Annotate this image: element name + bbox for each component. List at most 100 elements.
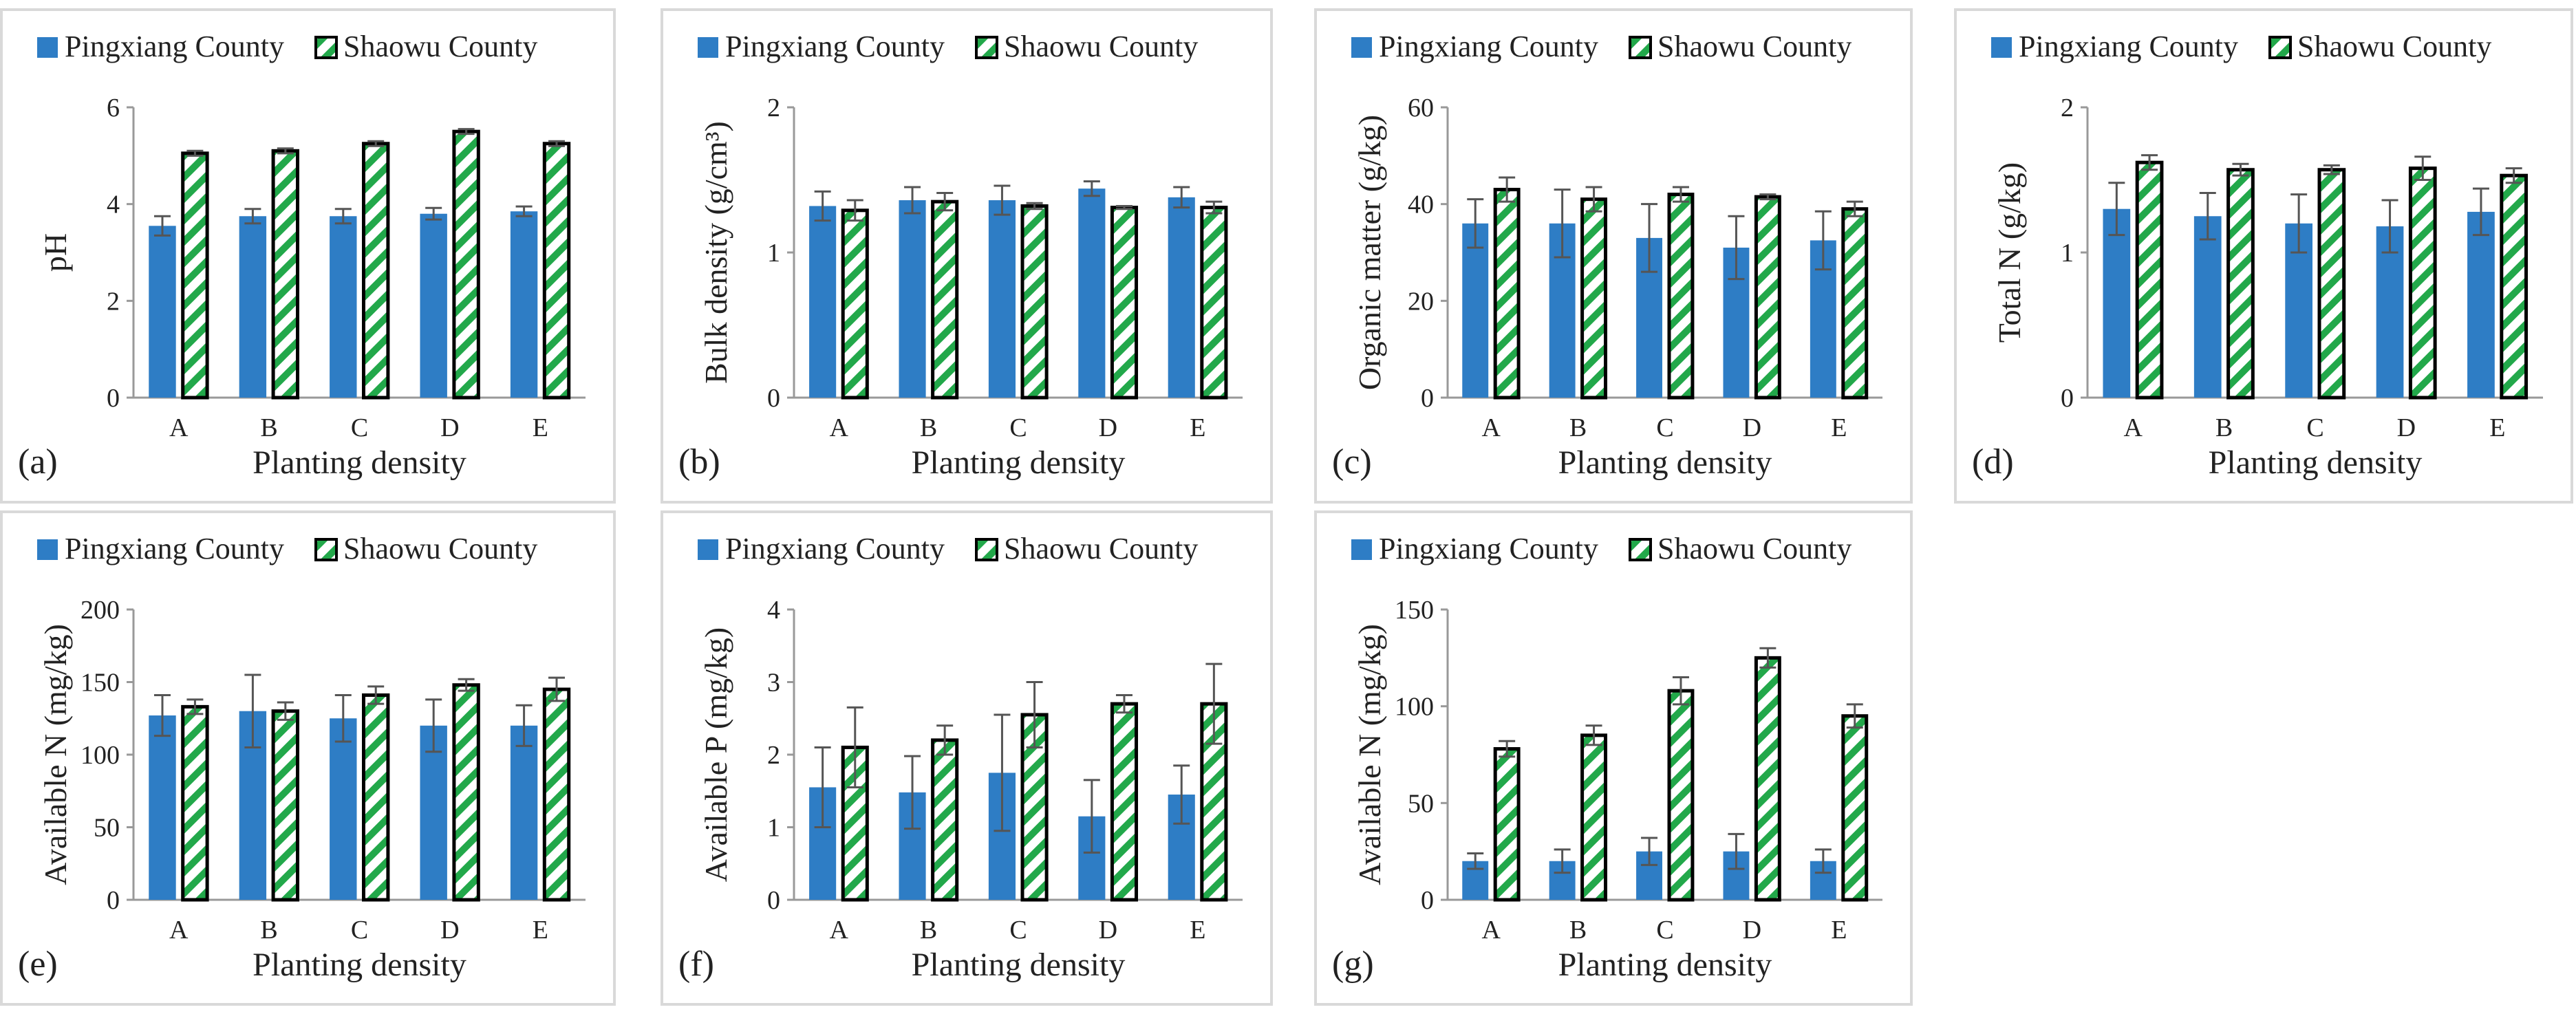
chart-svg: Pingxiang County Shaowu County 0 20 40 60 Orga… bbox=[1332, 30, 1882, 482]
y-tick-label: 0 bbox=[1421, 886, 1434, 915]
y-tick-label: 0 bbox=[107, 384, 120, 413]
bar-shaowu-A bbox=[181, 704, 209, 902]
legend-swatch-shaowu bbox=[1629, 36, 1652, 59]
legend-label: Pingxiang County bbox=[725, 30, 945, 63]
bar-shaowu-D bbox=[2408, 166, 2437, 400]
x-axis-label: Planting density bbox=[912, 947, 1126, 983]
bar-shaowu-C bbox=[1020, 204, 1049, 400]
y-tick-label: 2 bbox=[767, 94, 780, 122]
legend: Pingxiang County Shaowu County bbox=[1351, 532, 1852, 565]
x-tick-label: C bbox=[351, 916, 368, 945]
chart-panel-f: Pingxiang County Shaowu County 0 1 2 3 4 Availa… bbox=[661, 510, 1273, 1006]
bar-shaowu-B bbox=[271, 149, 300, 400]
y-axis-label: Available N (mg/kg) bbox=[1352, 624, 1387, 885]
x-tick-label: C bbox=[2306, 413, 2323, 442]
panel-label: (g) bbox=[1332, 945, 1374, 984]
bar-pingxiang-A bbox=[149, 715, 176, 900]
bar-shaowu-B bbox=[1580, 733, 1608, 902]
y-axis-label: Total N (g/kg) bbox=[1992, 162, 2027, 343]
chart-svg: Pingxiang County Shaowu County 0 1 2 3 4 Availa… bbox=[678, 532, 1243, 984]
legend: Pingxiang County Shaowu County bbox=[37, 30, 537, 63]
y-tick-label: 0 bbox=[2061, 384, 2074, 413]
bar-shaowu-D bbox=[1754, 195, 1781, 400]
bar-pingxiang-B bbox=[2193, 216, 2222, 398]
x-tick-label: A bbox=[829, 413, 848, 442]
bar-pingxiang-C bbox=[988, 200, 1016, 398]
y-tick-label: 2 bbox=[767, 741, 780, 770]
y-tick-label: 0 bbox=[767, 384, 780, 413]
chart-panel-a: Pingxiang County Shaowu County 0 2 4 6 pH A B C D E… bbox=[0, 8, 616, 504]
y-tick-label: 150 bbox=[80, 669, 120, 698]
y-tick-label: 200 bbox=[80, 596, 120, 625]
y-tick-label: 150 bbox=[1395, 596, 1434, 625]
legend-label: Pingxiang County bbox=[65, 532, 284, 565]
bar-shaowu-C bbox=[2317, 168, 2346, 400]
bar-pingxiang-E bbox=[510, 211, 538, 398]
y-axis-label: Bulk density (g/cm³) bbox=[698, 121, 733, 384]
x-tick-label: C bbox=[351, 413, 368, 442]
chart-svg: Pingxiang County Shaowu County 0 1 2 Bulk den… bbox=[678, 30, 1243, 482]
bar-pingxiang-E bbox=[510, 725, 538, 900]
legend-label: Pingxiang County bbox=[1379, 532, 1598, 565]
bar-pingxiang-A bbox=[149, 226, 176, 398]
x-tick-label: E bbox=[1831, 413, 1847, 442]
y-tick-label: 4 bbox=[107, 191, 120, 219]
legend-label: Pingxiang County bbox=[725, 532, 945, 565]
x-tick-label: A bbox=[169, 916, 189, 945]
x-tick-label: E bbox=[1190, 916, 1205, 945]
y-tick-label: 40 bbox=[1408, 191, 1434, 219]
bar-pingxiang-E bbox=[1168, 197, 1195, 398]
bar-pingxiang-A bbox=[2103, 208, 2131, 398]
bar-shaowu-A bbox=[2135, 160, 2164, 400]
y-tick-label: 1 bbox=[2061, 239, 2074, 268]
x-tick-label: E bbox=[1190, 413, 1205, 442]
x-axis-label: Planting density bbox=[253, 444, 466, 481]
bar-shaowu-E bbox=[542, 687, 571, 902]
bar-shaowu-A bbox=[841, 208, 869, 400]
x-tick-label: D bbox=[440, 916, 459, 945]
x-tick-label: D bbox=[1743, 916, 1761, 945]
bar-pingxiang-A bbox=[1462, 223, 1489, 398]
x-axis-label: Planting density bbox=[253, 947, 466, 983]
y-tick-label: 100 bbox=[80, 741, 120, 770]
chart-panel-b: Pingxiang County Shaowu County 0 1 2 Bulk den… bbox=[661, 8, 1273, 504]
legend-label: Pingxiang County bbox=[2019, 30, 2238, 63]
y-tick-label: 0 bbox=[1421, 384, 1434, 413]
x-tick-label: A bbox=[169, 413, 189, 442]
legend-swatch-pingxiang bbox=[37, 539, 58, 560]
x-tick-label: E bbox=[1831, 916, 1847, 945]
x-axis-label: Planting density bbox=[1558, 444, 1772, 481]
bar-shaowu-B bbox=[931, 738, 959, 902]
bar-shaowu-A bbox=[181, 151, 209, 400]
x-tick-label: D bbox=[440, 413, 459, 442]
legend-swatch-shaowu bbox=[2268, 36, 2292, 59]
y-tick-label: 2 bbox=[107, 287, 120, 316]
x-tick-label: E bbox=[533, 413, 548, 442]
x-tick-label: B bbox=[920, 916, 937, 945]
legend: Pingxiang County Shaowu County bbox=[1351, 30, 1852, 63]
x-tick-label: A bbox=[2123, 413, 2143, 442]
legend: Pingxiang County Shaowu County bbox=[698, 30, 1198, 63]
y-tick-label: 1 bbox=[767, 814, 780, 843]
x-tick-label: E bbox=[2489, 413, 2505, 442]
legend-swatch-pingxiang bbox=[37, 37, 58, 58]
y-tick-label: 100 bbox=[1395, 693, 1434, 722]
chart-svg: Pingxiang County Shaowu County 0 1 2 Total N … bbox=[1972, 30, 2543, 482]
y-tick-label: 3 bbox=[767, 669, 780, 698]
legend-label: Shaowu County bbox=[1657, 30, 1852, 63]
bar-pingxiang-D bbox=[420, 213, 447, 398]
y-tick-label: 0 bbox=[767, 886, 780, 915]
x-tick-label: B bbox=[260, 413, 277, 442]
panel-label: (b) bbox=[678, 442, 720, 482]
bar-shaowu-B bbox=[2226, 168, 2255, 400]
legend: Pingxiang County Shaowu County bbox=[698, 532, 1198, 565]
y-tick-label: 50 bbox=[94, 814, 120, 843]
chart-svg: Pingxiang County Shaowu County 0 2 4 6 pH A B C D E… bbox=[18, 30, 586, 482]
bar-shaowu-D bbox=[1754, 656, 1781, 902]
y-tick-label: 0 bbox=[107, 886, 120, 915]
panel-label: (a) bbox=[18, 442, 58, 482]
bar-shaowu-C bbox=[362, 693, 390, 902]
bar-shaowu-C bbox=[1667, 689, 1695, 902]
x-tick-label: A bbox=[829, 916, 848, 945]
chart-panel-d: Pingxiang County Shaowu County 0 1 2 Total N … bbox=[1954, 8, 2573, 504]
